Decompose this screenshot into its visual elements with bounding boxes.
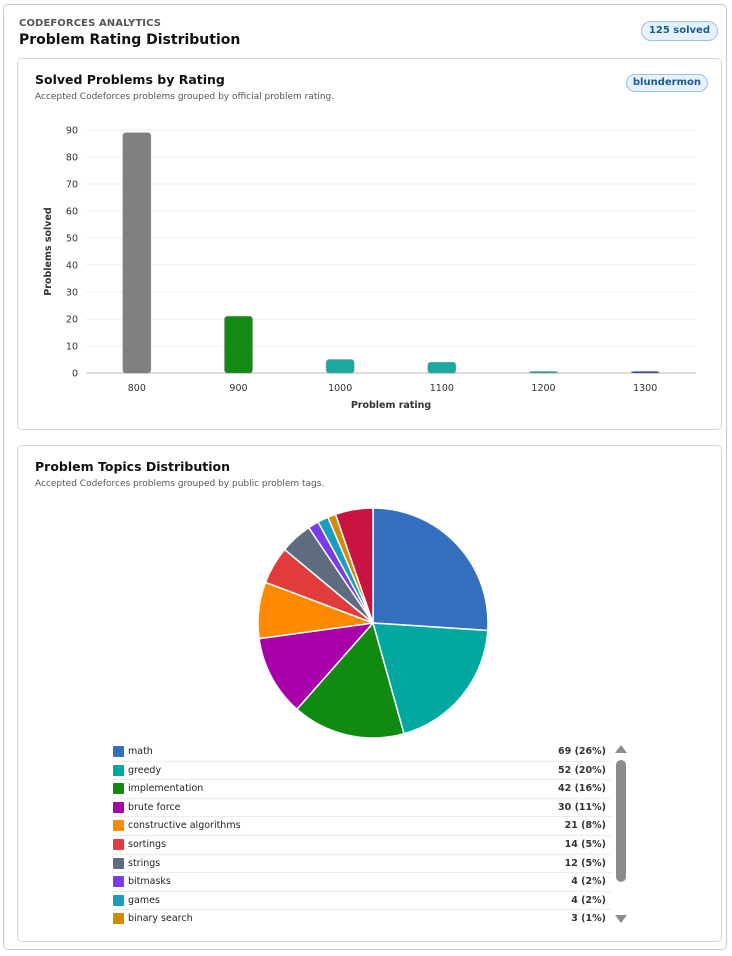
y-tick-label: 80 <box>66 153 78 164</box>
y-tick-label: 20 <box>66 315 78 326</box>
legend-item[interactable]: brute force 30 (11%) <box>112 799 612 818</box>
topics-chart-card: Problem Topics Distribution Accepted Cod… <box>17 445 722 942</box>
legend-value: 4 (2%) <box>571 894 606 906</box>
legend-value: 12 (5%) <box>564 857 606 869</box>
legend-value: 14 (5%) <box>564 838 606 850</box>
pie-slice-greedy <box>371 622 489 735</box>
section-eyebrow: CODEFORCES ANALYTICS <box>19 18 162 29</box>
legend-label: brute force <box>128 801 181 813</box>
pie-slice-math <box>372 507 489 632</box>
pie-slice-implementation <box>295 621 405 739</box>
bar-1200 <box>529 371 558 374</box>
y-tick-label: 30 <box>66 288 78 299</box>
legend-value: 30 (11%) <box>558 801 606 813</box>
legend-swatch <box>113 838 124 850</box>
legend-swatch <box>113 913 124 925</box>
bar-800 <box>122 132 152 374</box>
legend-swatch <box>113 801 124 813</box>
user-badge[interactable]: blundermon <box>625 74 708 92</box>
legend-swatch <box>113 764 124 776</box>
legend-item[interactable]: sortings 14 (5%) <box>112 836 612 855</box>
legend-item[interactable]: games 4 (2%) <box>112 892 612 911</box>
legend-value: 4 (2%) <box>571 876 606 888</box>
bar-1300 <box>630 371 660 374</box>
legend-label: constructive algorithms <box>128 820 241 832</box>
rating-bar-chart: 0 10 20 30 40 50 60 70 80 90 800 900 1000 1100 1200 130… <box>43 126 696 411</box>
bar-900 <box>224 315 253 374</box>
legend-swatch <box>113 820 124 832</box>
x-tick-label: 1300 <box>633 383 657 394</box>
y-tick-label: 90 <box>66 126 78 137</box>
x-tick-label: 1200 <box>531 383 555 394</box>
topics-legend: math 69 (26%) greedy 52 (20%) implementation… <box>112 743 612 927</box>
y-tick-label: 40 <box>66 261 78 272</box>
x-tick-label: 1000 <box>328 383 352 394</box>
y-tick-label: 50 <box>66 234 78 245</box>
legend-swatch <box>113 894 124 906</box>
y-tick-label: 70 <box>66 180 78 191</box>
legend-item[interactable]: strings 12 (5%) <box>112 855 612 874</box>
legend-label: implementation <box>128 783 204 795</box>
x-tick-label: 900 <box>229 383 247 394</box>
legend-label: games <box>128 894 160 906</box>
rating-card-title: Solved Problems by Rating <box>35 72 225 87</box>
legend-value: 3 (1%) <box>571 913 606 925</box>
y-tick-label: 10 <box>66 342 78 353</box>
legend-swatch <box>113 783 124 795</box>
scroll-down-arrow-icon[interactable] <box>615 915 627 923</box>
legend-item[interactable]: greedy 52 (20%) <box>112 762 612 781</box>
legend-item[interactable]: implementation 42 (16%) <box>112 780 612 799</box>
legend-swatch <box>113 857 124 869</box>
legend-value: 42 (16%) <box>558 783 606 795</box>
y-tick-label: 60 <box>66 207 78 218</box>
topics-card-title: Problem Topics Distribution <box>35 459 231 474</box>
x-tick-label: 1100 <box>430 383 454 394</box>
bar-1100 <box>427 361 457 374</box>
x-axis-label: Problem rating <box>351 400 431 411</box>
legend-label: strings <box>128 857 161 869</box>
legend-label: sortings <box>128 838 167 850</box>
legend-swatch <box>113 876 124 888</box>
scroll-thumb[interactable] <box>616 760 626 882</box>
analytics-panel: CODEFORCES ANALYTICS Problem Rating Dist… <box>3 4 727 950</box>
legend-label: greedy <box>128 764 162 776</box>
pie-slice-brute-force <box>258 621 375 711</box>
legend-swatch <box>113 746 124 757</box>
legend-label: bitmasks <box>128 876 171 888</box>
legend-scrollbar[interactable] <box>615 743 627 927</box>
y-axis-label: Problems solved <box>43 207 54 295</box>
rating-card-subtitle: Accepted Codeforces problems grouped by … <box>35 92 335 102</box>
legend-item[interactable]: bitmasks 4 (2%) <box>112 873 612 892</box>
legend-value: 52 (20%) <box>558 764 606 776</box>
topics-card-subtitle: Accepted Codeforces problems grouped by … <box>35 479 325 489</box>
x-tick-label: 800 <box>128 383 146 394</box>
solved-count-badge: 125 solved <box>640 21 718 41</box>
rating-chart-card: Solved Problems by Rating Accepted Codef… <box>17 58 722 430</box>
y-tick-label: 0 <box>72 369 78 380</box>
topics-pie-chart <box>257 507 489 739</box>
page-title: Problem Rating Distribution <box>19 32 241 48</box>
bar-1000 <box>325 359 355 374</box>
legend-value: 69 (26%) <box>558 746 606 757</box>
legend-item[interactable]: constructive algorithms 21 (8%) <box>112 817 612 836</box>
legend-item[interactable]: binary search 3 (1%) <box>112 910 612 927</box>
legend-value: 21 (8%) <box>564 820 606 832</box>
legend-item[interactable]: math 69 (26%) <box>112 743 612 762</box>
legend-label: math <box>128 746 153 757</box>
scroll-up-arrow-icon[interactable] <box>615 745 627 753</box>
legend-label: binary search <box>128 913 193 925</box>
pie-slice-other <box>334 507 374 624</box>
